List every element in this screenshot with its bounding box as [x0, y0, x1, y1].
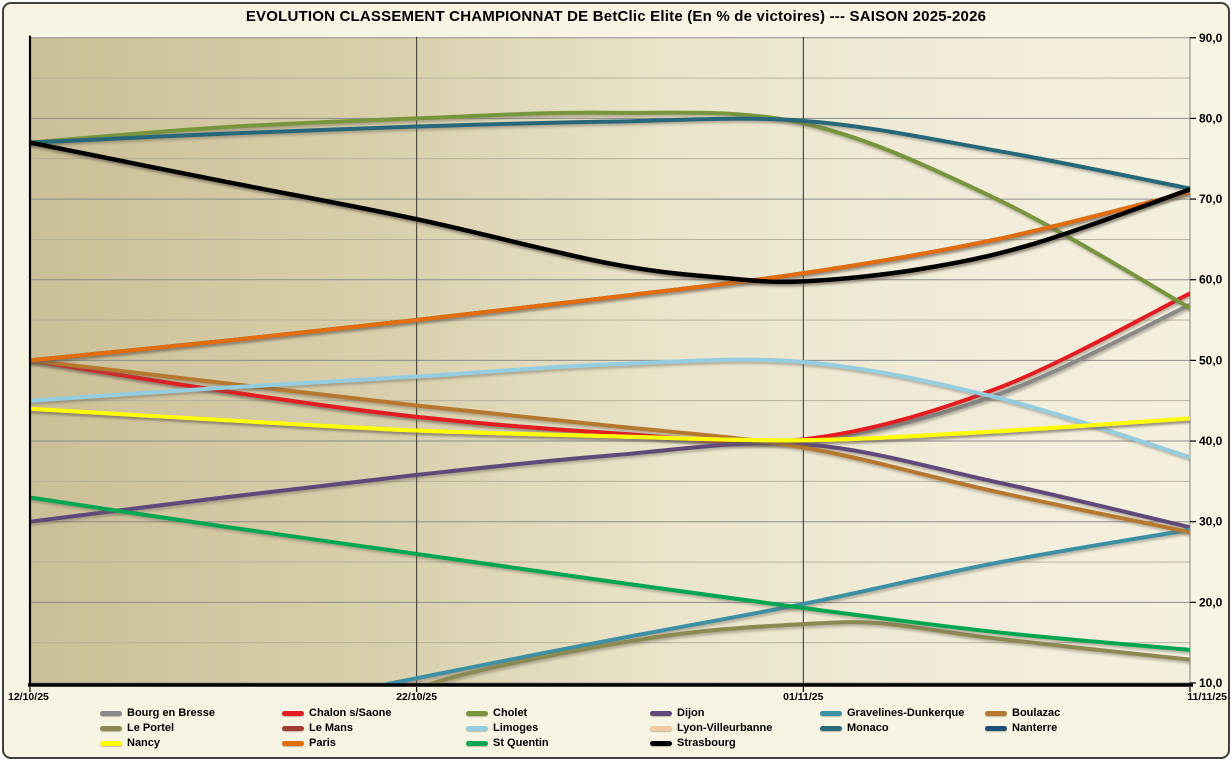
- y-axis-label: 10,0: [1199, 676, 1223, 690]
- series-line-limoges: [30, 357, 1190, 460]
- x-axis-label: 01/11/25: [783, 691, 823, 703]
- y-axis-label: 70,0: [1199, 192, 1223, 206]
- series-lines: [30, 110, 1190, 684]
- series-line-chalon-s-saone: [30, 291, 1190, 445]
- series-line-paris: [30, 189, 1190, 363]
- axes: [28, 35, 1196, 692]
- y-axis-label: 30,0: [1199, 515, 1223, 529]
- series-line-nancy: [30, 406, 1190, 443]
- series-line-boulazac: [30, 358, 1190, 535]
- x-axis-label: 11/11/25: [1187, 691, 1227, 703]
- y-axis-label: 40,0: [1199, 434, 1223, 448]
- series-line-le-portel: [422, 620, 1190, 684]
- x-axis-label: 12/10/25: [8, 691, 49, 703]
- x-axis-label: 22/10/25: [396, 691, 437, 703]
- series-line-dijon: [30, 441, 1190, 530]
- series-line-st-quentin: [30, 495, 1190, 652]
- y-axis-label: 80,0: [1199, 111, 1223, 125]
- series-line-gravelines-dunkerque: [377, 527, 1190, 684]
- series-line-monaco: [30, 116, 1190, 191]
- series-line-cholet: [30, 110, 1190, 310]
- y-axis-label: 60,0: [1199, 273, 1223, 287]
- chart-title: EVOLUTION CLASSEMENT CHAMPIONNAT DE BetC…: [245, 8, 987, 25]
- y-axis-label: 20,0: [1199, 595, 1223, 609]
- y-axis-label: 50,0: [1199, 353, 1223, 367]
- series-line-strasbourg: [30, 140, 1190, 285]
- y-axis-label: 90,0: [1199, 31, 1223, 45]
